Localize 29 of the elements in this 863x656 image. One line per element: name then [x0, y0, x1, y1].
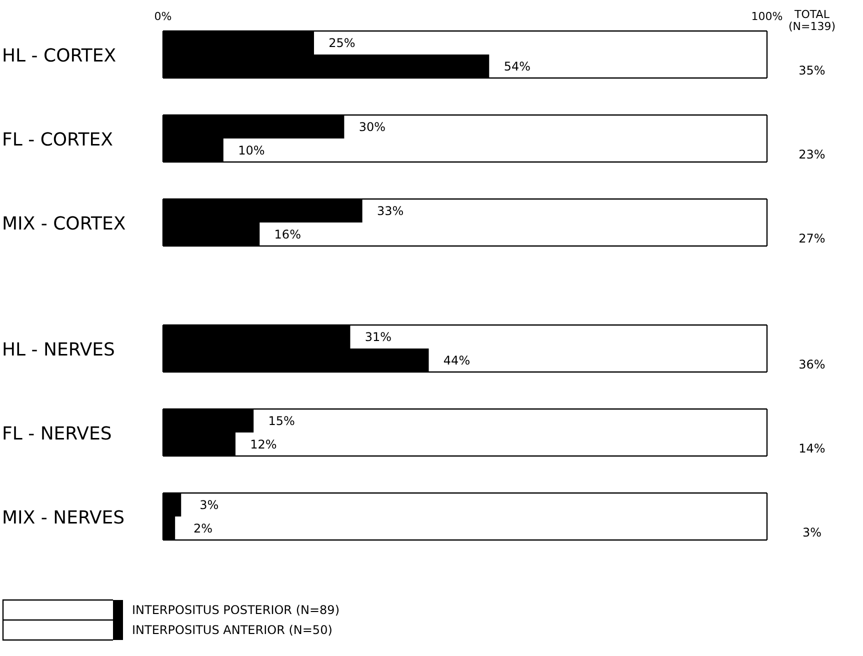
data-label: 25% [328, 36, 356, 50]
legend-label: INTERPOSITUS POSTERIOR (N=89) [132, 603, 340, 617]
y-tick-label: FL - CORTEX [2, 130, 113, 150]
text: 36% [798, 358, 826, 372]
text: 3% [802, 526, 822, 540]
data-label: 31% [364, 330, 392, 344]
data-label: 15% [268, 414, 295, 428]
data-label: 16% [274, 227, 301, 242]
y-tick-label: MIX - NERVES [2, 508, 125, 528]
data-label: 54% [504, 59, 530, 74]
text: 14% [798, 442, 826, 456]
x-tick-label: 0% [154, 10, 172, 23]
data-label: 30% [358, 120, 386, 134]
y-tick-label: MIX - CORTEX [2, 214, 126, 234]
data-label: 2% [194, 521, 213, 536]
data-label: 33% [376, 204, 404, 218]
x-tick-label: 100% [751, 10, 783, 23]
data-label: 44% [443, 353, 470, 368]
data-label: 12% [250, 437, 277, 452]
y-tick-label: HL - CORTEX [2, 46, 116, 66]
text: 27% [798, 232, 826, 246]
y-tick-label: HL - NERVES [2, 340, 115, 360]
data-label: 3% [200, 498, 219, 512]
text: TOTAL (N=139) [788, 8, 836, 33]
text: 23% [798, 148, 826, 162]
y-tick-label: FL - NERVES [2, 424, 112, 444]
legend-label: INTERPOSITUS ANTERIOR (N=50) [132, 623, 332, 637]
data-label: 10% [238, 143, 265, 158]
text: 35% [798, 64, 826, 78]
